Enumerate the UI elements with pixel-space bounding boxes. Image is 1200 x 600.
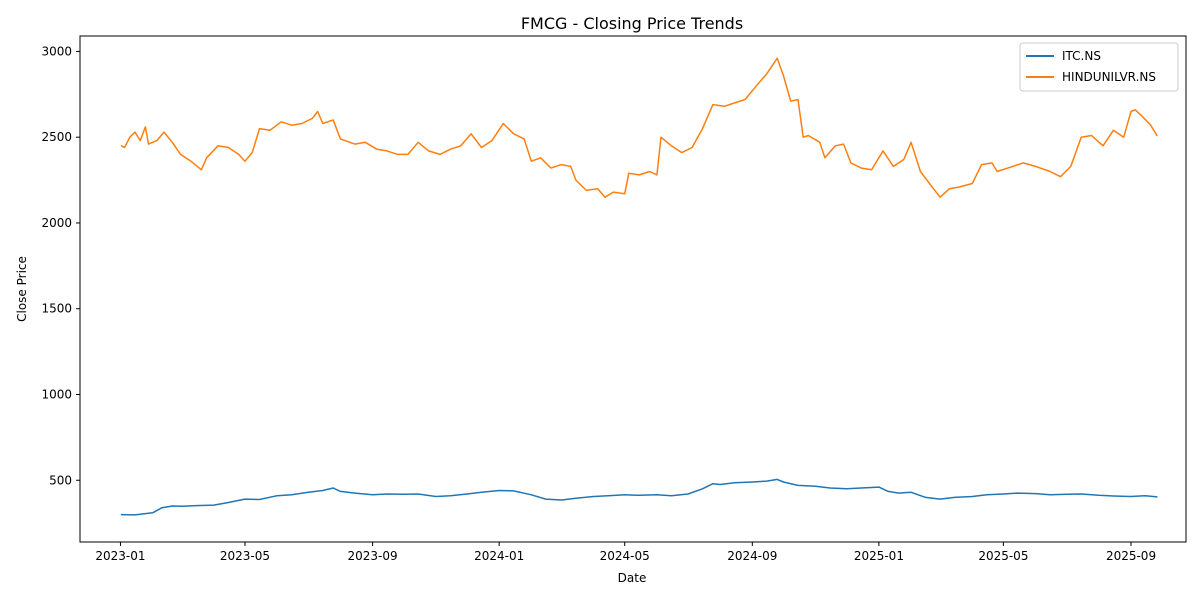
series-line-0: [120, 478, 1158, 516]
y-tick-label-2: 1500: [41, 302, 72, 316]
legend: ITC.NS HINDUNILVR.NS: [1019, 42, 1179, 92]
y-axis: 500 1000 1500 2000 2500 3000: [41, 44, 80, 487]
x-tick-label-5: 2024-09: [727, 549, 777, 563]
x-tick-label-0: 2023-01: [95, 549, 145, 563]
plot-area: [79, 35, 1187, 543]
x-tick-label-7: 2025-05: [978, 549, 1028, 563]
y-tick-label-4: 2500: [41, 130, 72, 144]
x-tick-label-8: 2025-09: [1106, 549, 1156, 563]
x-tick-label-4: 2024-05: [600, 549, 650, 563]
x-tick-label-1: 2023-05: [220, 549, 270, 563]
y-tick-label-0: 500: [49, 473, 72, 487]
y-axis-title: Close Price: [15, 256, 29, 322]
x-tick-label-6: 2025-01: [854, 549, 904, 563]
x-axis-title: Date: [618, 571, 647, 585]
y-tick-label-1: 1000: [41, 387, 72, 401]
x-tick-label-3: 2024-01: [474, 549, 524, 563]
plot-frame: [79, 35, 1187, 543]
legend-label-0: ITC.NS: [1062, 49, 1101, 63]
series-line-1: [120, 57, 1158, 198]
legend-box: [1019, 42, 1179, 92]
x-tick-label-2: 2023-09: [348, 549, 398, 563]
y-tick-label-5: 3000: [41, 44, 72, 58]
legend-label-1: HINDUNILVR.NS: [1062, 70, 1156, 84]
y-tick-label-3: 2000: [41, 216, 72, 230]
series-group: [120, 57, 1158, 516]
x-axis: 2023-01 2023-05 2023-09 2024-01 2024-05 2024-…: [95, 542, 1156, 563]
chart-title: FMCG - Closing Price Trends: [521, 14, 743, 33]
